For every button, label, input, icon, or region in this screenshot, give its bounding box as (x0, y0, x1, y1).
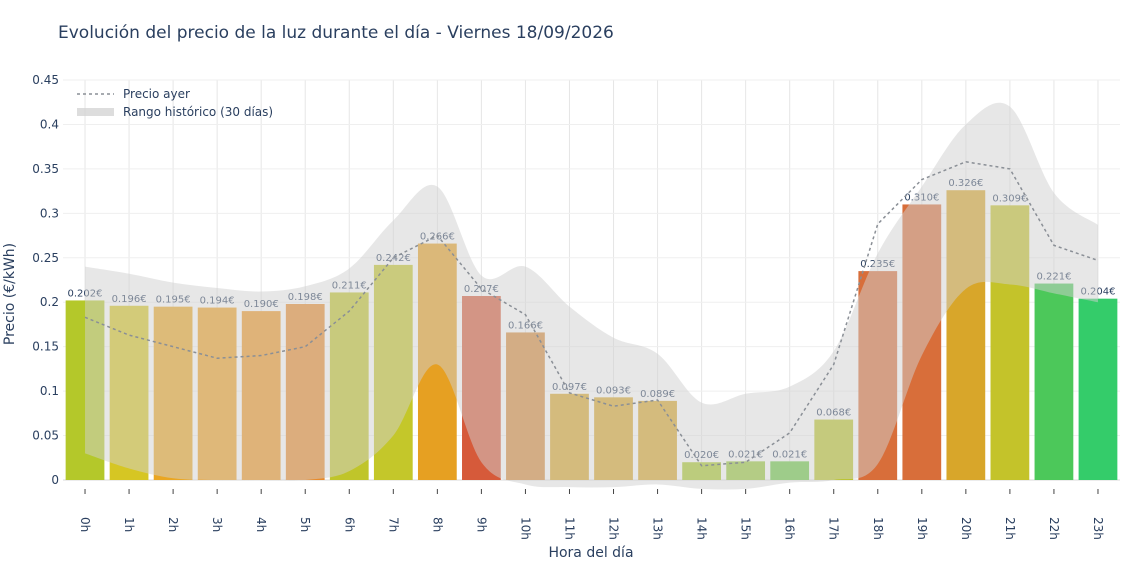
x-tick-label: 13h (651, 517, 665, 540)
x-tick-label: 2h (166, 517, 180, 532)
x-axis-title: Hora del día (548, 545, 633, 561)
yesterday-price-line (84, 161, 1099, 467)
y-tick-label: 0.2 (40, 295, 59, 309)
x-tick-label: 6h (342, 517, 356, 532)
legend-item-yesterday: Precio ayer (123, 87, 190, 101)
axes: 0 0.05 0.1 0.15 0.2 0.25 0.3 0.35 0.4 0.45 0h 1h 2h 3… (32, 73, 1105, 540)
x-tick-label: 3h (210, 517, 224, 532)
legend-item-historic-range: Rango histórico (30 días) (123, 105, 273, 119)
x-tick-label: 19h (915, 517, 929, 540)
x-tick-label: 9h (474, 517, 488, 532)
x-tick-label: 1h (122, 517, 136, 532)
y-axis-title: Precio (€/kWh) (2, 243, 18, 345)
y-tick-label: 0.05 (32, 429, 59, 443)
historic-range-shape (85, 102, 1098, 490)
y-tick-label: 0.3 (40, 206, 59, 220)
x-tick-label: 15h (739, 517, 753, 540)
historic-range-area (85, 102, 1098, 490)
x-tick-label: 11h (562, 517, 576, 540)
y-tick-label: 0.1 (40, 384, 59, 398)
y-tick-label: 0.35 (32, 162, 59, 176)
x-tick-label: 20h (959, 517, 973, 540)
y-tick-label: 0.15 (32, 340, 59, 354)
x-tick-label: 0h (78, 517, 92, 532)
x-tick-label: 14h (695, 517, 709, 540)
x-tick-label: 21h (1003, 517, 1017, 540)
bar (1034, 283, 1074, 480)
x-tick-label: 5h (298, 517, 312, 532)
x-tick-label: 4h (254, 517, 268, 532)
bar (1078, 298, 1118, 480)
chart-title: Evolución del precio de la luz durante e… (58, 23, 614, 43)
x-tick-label: 16h (783, 517, 797, 540)
legend-area-swatch (77, 108, 114, 116)
x-tick-label: 17h (827, 517, 841, 540)
y-tick-label: 0.25 (32, 251, 59, 265)
x-tick-label: 18h (871, 517, 885, 540)
x-tick-label: 12h (607, 517, 621, 540)
yesterday-line (84, 161, 1099, 467)
x-tick-label: 8h (430, 517, 444, 532)
x-tick-label: 23h (1091, 517, 1105, 540)
x-tick-label: 22h (1047, 517, 1061, 540)
x-tick-label: 10h (518, 517, 532, 540)
y-tick-label: 0.45 (32, 73, 59, 87)
x-tick-label: 7h (386, 517, 400, 532)
legend: Precio ayer Rango histórico (30 días) (77, 87, 273, 119)
y-tick-label: 0 (51, 473, 59, 487)
y-tick-label: 0.4 (40, 117, 59, 131)
